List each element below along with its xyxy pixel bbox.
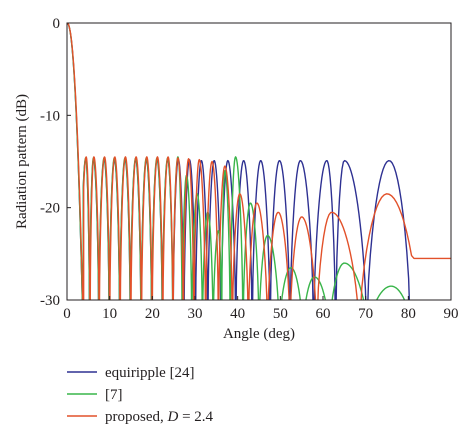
y-axis-title: Radiation pattern (dB) [14, 94, 30, 229]
y-tick-label: -20 [40, 201, 60, 217]
legend: equiripple [24] [7] proposed, D = 2.4 [67, 365, 214, 425]
y-axis-ticks: 0 -10 -20 -30 [40, 16, 71, 309]
series-layer [67, 23, 451, 300]
x-tick-label: 50 [273, 306, 288, 322]
x-tick-label: 90 [444, 306, 459, 322]
legend-label: [7] [105, 387, 123, 403]
x-axis-ticks: 0 10 20 30 40 50 60 70 80 90 [63, 296, 459, 322]
x-tick-label: 60 [316, 306, 331, 322]
legend-label-suffix: = 2.4 [178, 409, 213, 425]
plot-area-frame [66, 22, 452, 301]
x-tick-label: 0 [63, 306, 71, 322]
series-line-proposed [67, 23, 451, 300]
legend-label-italic: D [167, 409, 179, 425]
x-tick-label: 80 [401, 306, 416, 322]
y-tick-label: -10 [40, 108, 60, 124]
legend-label: equiripple [24] [105, 365, 195, 381]
x-tick-label: 20 [145, 306, 160, 322]
x-axis-title: Angle (deg) [223, 326, 295, 342]
legend-label-prefix: proposed, [105, 409, 168, 425]
legend-label: proposed, D = 2.4 [105, 409, 214, 425]
x-tick-label: 40 [230, 306, 245, 322]
x-tick-label: 10 [102, 306, 117, 322]
x-tick-label: 70 [358, 306, 373, 322]
x-tick-label: 30 [188, 306, 203, 322]
y-tick-label: 0 [53, 16, 61, 32]
y-tick-label: -30 [40, 293, 60, 309]
